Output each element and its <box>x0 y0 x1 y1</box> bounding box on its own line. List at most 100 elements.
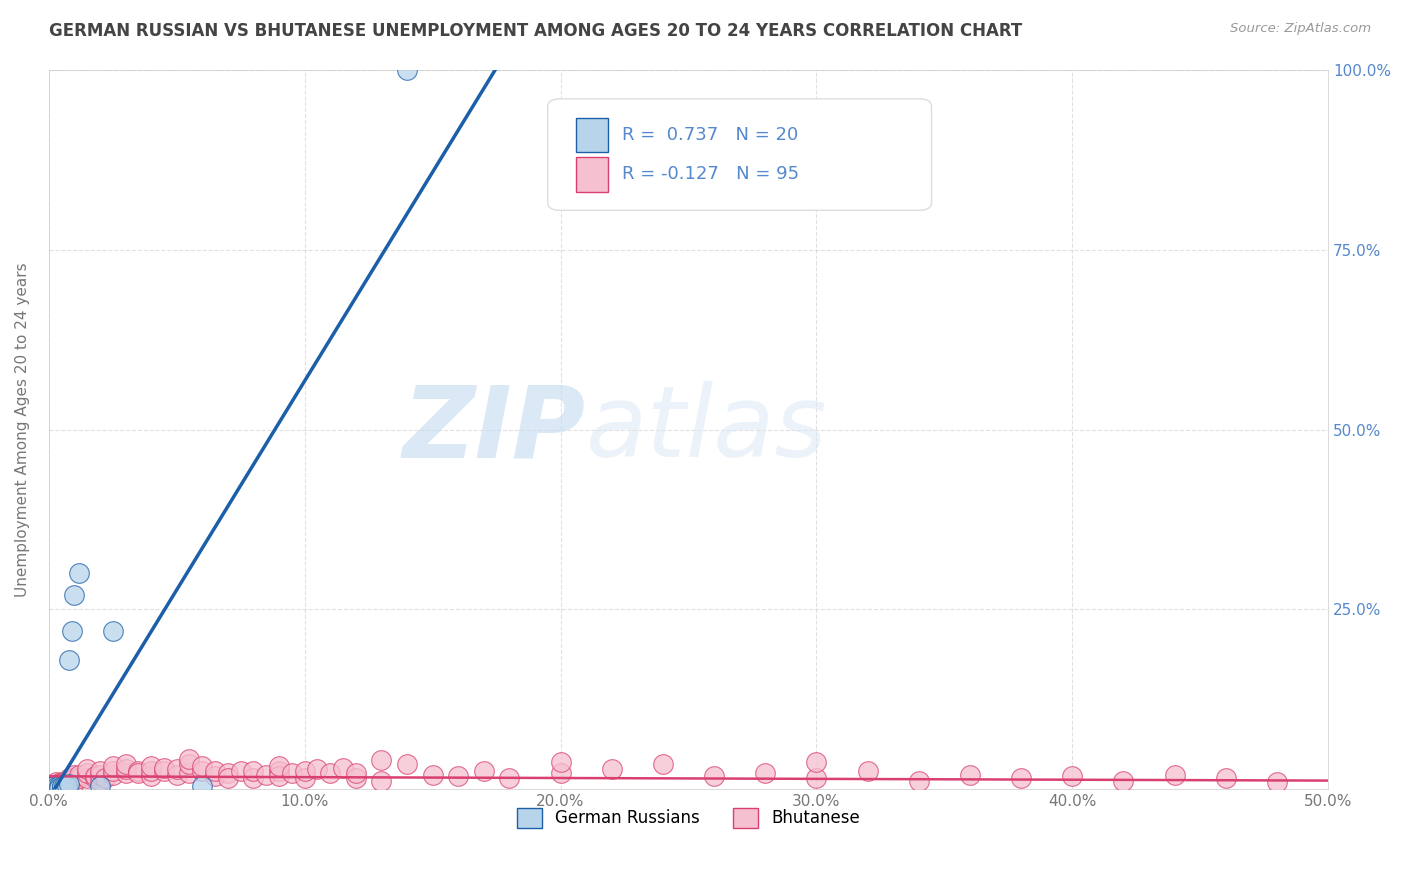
Point <box>498 772 520 786</box>
Point <box>83 772 105 786</box>
Point <box>101 624 124 638</box>
Point <box>69 566 91 581</box>
Point <box>179 766 201 780</box>
Point <box>139 759 162 773</box>
Point <box>45 778 67 792</box>
Point <box>89 768 111 782</box>
Point <box>48 780 70 795</box>
Point <box>204 769 226 783</box>
Point <box>344 772 367 786</box>
Point <box>69 772 91 786</box>
Point <box>179 752 201 766</box>
Point <box>53 780 76 794</box>
Point <box>58 776 80 790</box>
Point <box>344 766 367 780</box>
Point <box>166 762 188 776</box>
Point <box>806 755 828 769</box>
Point <box>89 764 111 779</box>
FancyBboxPatch shape <box>548 99 932 211</box>
Point <box>267 769 290 783</box>
Point <box>101 764 124 779</box>
Point <box>1215 772 1237 786</box>
Point <box>1163 768 1185 782</box>
Point <box>53 775 76 789</box>
Point <box>58 653 80 667</box>
Point <box>76 766 98 780</box>
Point <box>703 769 725 783</box>
Point <box>447 769 470 783</box>
Point <box>48 776 70 790</box>
Point <box>51 775 73 789</box>
Point <box>51 779 73 793</box>
Point <box>55 773 77 788</box>
Point <box>550 755 572 769</box>
Point <box>101 768 124 782</box>
Point <box>166 768 188 782</box>
Text: ZIP: ZIP <box>404 381 586 478</box>
Point <box>114 766 136 780</box>
Legend: German Russians, Bhutanese: German Russians, Bhutanese <box>510 801 868 835</box>
Point <box>395 63 418 78</box>
Point <box>127 766 149 780</box>
Point <box>319 766 342 780</box>
Point <box>191 779 214 793</box>
Point <box>39 780 62 794</box>
Point <box>53 776 76 790</box>
Text: Source: ZipAtlas.com: Source: ZipAtlas.com <box>1230 22 1371 36</box>
Point <box>63 588 86 602</box>
Point <box>42 780 65 795</box>
Point <box>754 766 776 780</box>
Point <box>332 761 354 775</box>
Point <box>45 780 67 794</box>
Point <box>45 775 67 789</box>
Text: R =  0.737   N = 20: R = 0.737 N = 20 <box>621 126 799 144</box>
Point <box>1112 773 1135 788</box>
Point <box>229 764 252 779</box>
Point <box>89 779 111 793</box>
Point <box>58 772 80 786</box>
Point <box>60 775 83 789</box>
Point <box>76 772 98 786</box>
Point <box>51 776 73 790</box>
Point <box>42 780 65 795</box>
Point <box>48 779 70 793</box>
Point <box>370 773 392 788</box>
Point <box>39 779 62 793</box>
Text: atlas: atlas <box>586 381 828 478</box>
Point <box>294 772 316 786</box>
Point <box>51 780 73 794</box>
Y-axis label: Unemployment Among Ages 20 to 24 years: Unemployment Among Ages 20 to 24 years <box>15 262 30 597</box>
Point <box>45 780 67 794</box>
Point <box>153 761 176 775</box>
Point <box>55 779 77 793</box>
Point <box>114 762 136 776</box>
Point <box>114 757 136 772</box>
Point <box>139 764 162 779</box>
Bar <box>576 157 607 192</box>
Point <box>55 779 77 793</box>
Point <box>856 764 879 779</box>
Bar <box>576 118 607 152</box>
Point <box>370 754 392 768</box>
Point <box>191 759 214 773</box>
Point <box>63 776 86 790</box>
Point <box>204 764 226 779</box>
Point <box>217 766 239 780</box>
Point <box>94 772 117 786</box>
Point <box>651 757 673 772</box>
Point <box>806 772 828 786</box>
Point <box>45 781 67 796</box>
Point <box>281 766 304 780</box>
Point <box>51 779 73 793</box>
Point <box>63 768 86 782</box>
Text: R = -0.127   N = 95: R = -0.127 N = 95 <box>621 165 799 184</box>
Point <box>254 768 277 782</box>
Point <box>101 759 124 773</box>
Point <box>307 762 329 776</box>
Point <box>242 764 264 779</box>
Point <box>83 769 105 783</box>
Point <box>1062 769 1084 783</box>
Point <box>472 764 495 779</box>
Point <box>395 757 418 772</box>
Point <box>42 779 65 793</box>
